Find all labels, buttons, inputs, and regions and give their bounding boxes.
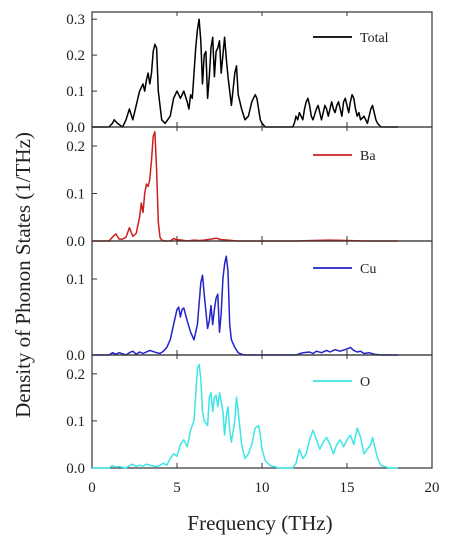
y-tick-label: 0.2 xyxy=(66,48,85,64)
panel-ba: 0.0 0.1 0.2 Ba xyxy=(66,126,433,250)
series-line-total xyxy=(92,18,398,128)
series-line-ba xyxy=(92,131,398,242)
y-tick-label: 0.1 xyxy=(66,414,85,430)
x-tick-label: 0 xyxy=(88,480,96,496)
y-tick-label: 0.1 xyxy=(66,272,85,288)
x-tick-label: 5 xyxy=(173,480,181,496)
panel-frame xyxy=(91,240,433,356)
panel-cu: 0.0 0.1 Cu xyxy=(66,240,433,364)
panels-group: 0.00.10.20.3Total0.00.10.2Ba0.00.1Cu0.00… xyxy=(66,11,433,477)
y-tick-label: 0.2 xyxy=(66,367,85,383)
panel-total: 0.0 0.1 0.2 0.3 Total xyxy=(66,11,433,136)
y-tick-label: 0.0 xyxy=(66,348,85,364)
panel-frame xyxy=(91,126,433,242)
x-axis-title: Frequency (THz) xyxy=(187,511,332,535)
panel-frame xyxy=(91,11,433,128)
x-tick-labels: 0 5 10 15 20 xyxy=(88,480,439,496)
y-tick-label: 0.2 xyxy=(66,139,85,155)
legend-label-cu: Cu xyxy=(360,262,376,277)
y-tick-label: 0.3 xyxy=(66,12,85,28)
x-tick-label: 15 xyxy=(340,480,355,496)
x-tick-label: 10 xyxy=(255,480,270,496)
y-axis-title: Density of Phonon States (1/THz) xyxy=(11,132,35,418)
y-tick-label: 0.1 xyxy=(66,187,85,203)
series-line-o xyxy=(92,363,398,469)
y-tick-label: 0.0 xyxy=(66,234,85,250)
legend-label-o: O xyxy=(360,375,370,390)
y-tick-label: 0.0 xyxy=(66,461,85,477)
legend-label-total: Total xyxy=(360,31,389,46)
y-tick-label: 0.0 xyxy=(66,120,85,136)
x-tick-label: 20 xyxy=(425,480,440,496)
panel-o: 0.0 0.1 0.2 O xyxy=(66,354,433,477)
y-tick-label: 0.1 xyxy=(66,84,85,100)
legend-label-ba: Ba xyxy=(360,149,376,164)
series-line-cu xyxy=(92,255,398,356)
